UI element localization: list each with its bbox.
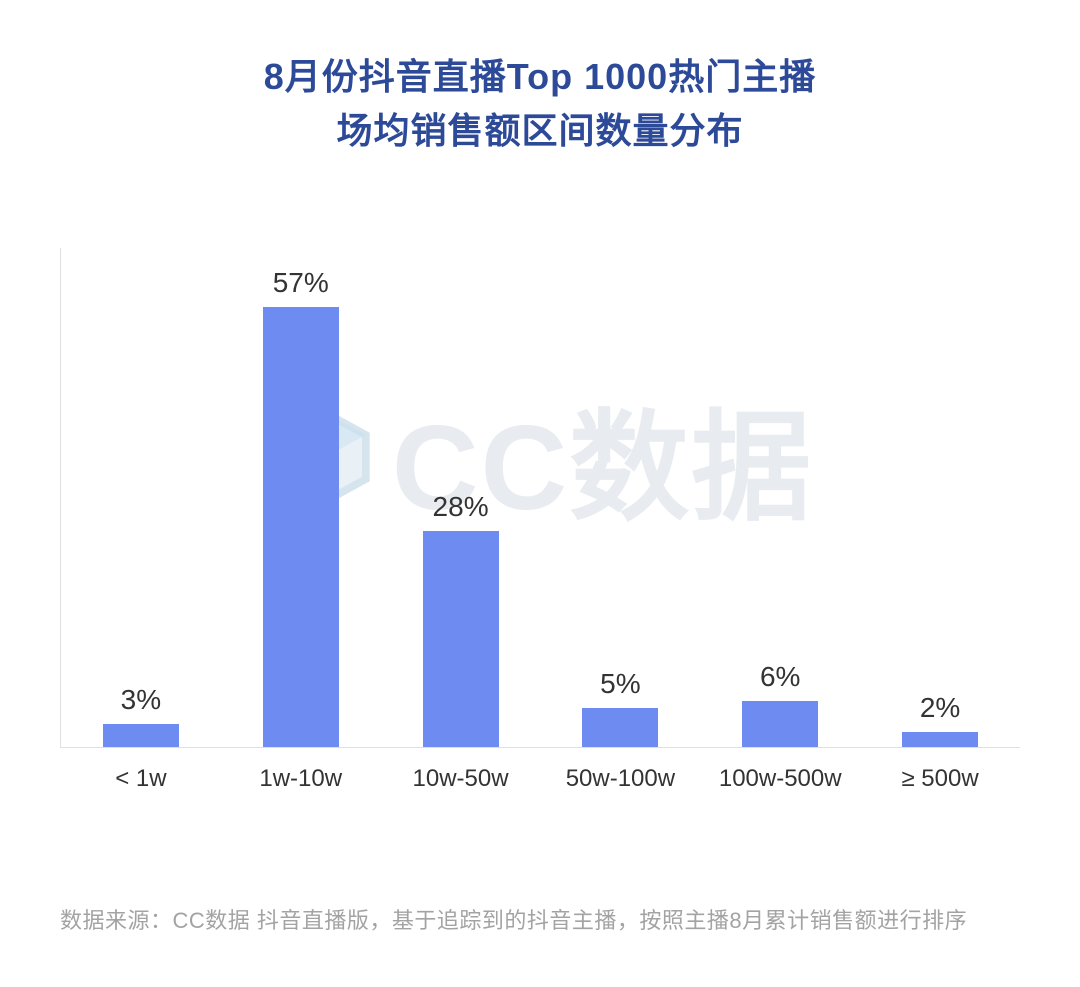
bar-category-label: 10w-50w (413, 765, 509, 793)
bar (423, 531, 499, 747)
bar-category-label: 1w-10w (259, 765, 342, 793)
bar-value-label: 28% (433, 491, 489, 523)
bar-value-label: 3% (121, 684, 161, 716)
bar-category-label: ≥ 500w (901, 765, 978, 793)
bar-value-label: 2% (920, 692, 960, 724)
bar (263, 307, 339, 747)
bar (103, 724, 179, 747)
chart-area: 3%< 1w57%1w-10w28%10w-50w5%50w-100w6%100… (60, 238, 1020, 808)
bars-container: 3%< 1w57%1w-10w28%10w-50w5%50w-100w6%100… (60, 248, 1020, 748)
bar-category-label: 100w-500w (719, 765, 842, 793)
footer-source: 数据来源：CC数据 抖音直播版，基于追踪到的抖音主播，按照主播8月累计销售额进行… (60, 903, 967, 935)
bar-group: 6%100w-500w (700, 661, 860, 747)
title-line-2: 场均销售额区间数量分布 (60, 104, 1020, 158)
bar (742, 701, 818, 747)
bar (582, 708, 658, 747)
bar-value-label: 6% (760, 661, 800, 693)
bar-value-label: 57% (273, 267, 329, 299)
bar-category-label: < 1w (115, 765, 166, 793)
bar-group: 3%< 1w (61, 684, 221, 747)
chart-container: 8月份抖音直播Top 1000热门主播 场均销售额区间数量分布 CC数据 3%<… (0, 0, 1080, 987)
bar-value-label: 5% (600, 668, 640, 700)
bar-group: 5%50w-100w (540, 668, 700, 747)
bar-group: 57%1w-10w (221, 267, 381, 747)
chart-title: 8月份抖音直播Top 1000热门主播 场均销售额区间数量分布 (60, 50, 1020, 158)
bar-category-label: 50w-100w (566, 765, 675, 793)
bar (902, 732, 978, 747)
bar-group: 28%10w-50w (381, 491, 541, 747)
title-line-1: 8月份抖音直播Top 1000热门主播 (60, 50, 1020, 104)
bar-group: 2%≥ 500w (860, 692, 1020, 747)
